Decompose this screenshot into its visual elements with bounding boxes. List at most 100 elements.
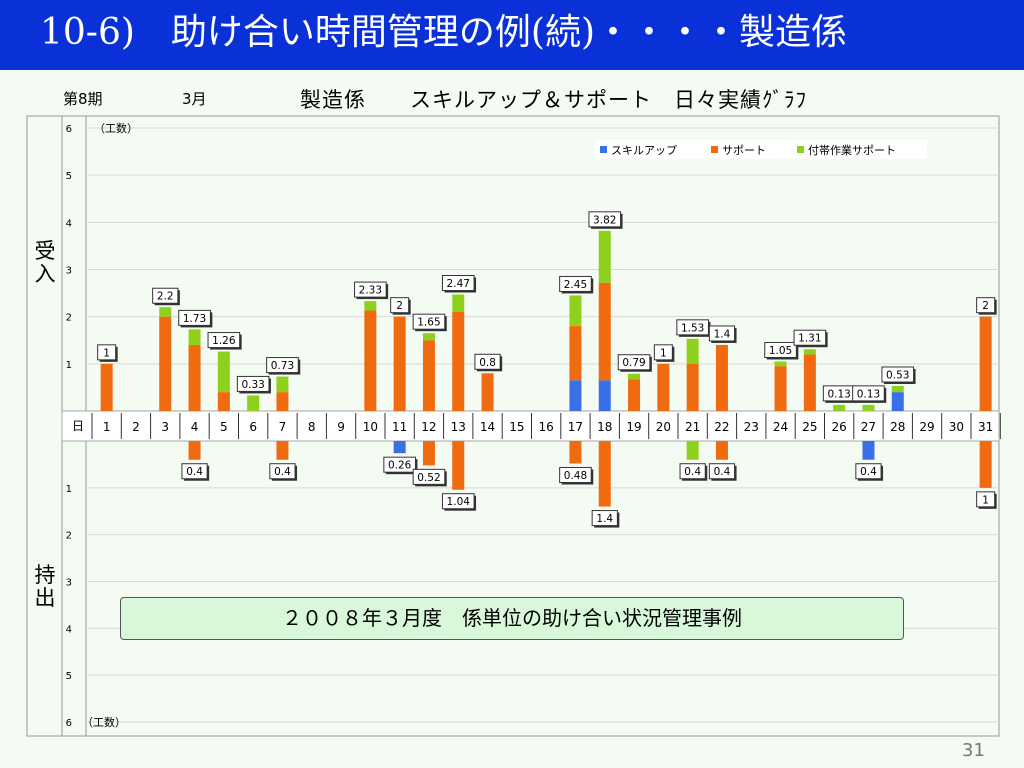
- data-label-given-box: [181, 463, 208, 480]
- data-label-received: 1.73: [183, 313, 206, 325]
- y-tick-upper: 3: [66, 266, 72, 277]
- bar-received-incidental: [803, 349, 816, 355]
- data-label-received-box: [708, 325, 736, 342]
- data-label-given: 0.48: [564, 470, 587, 482]
- bar-received-incidental: [833, 404, 846, 411]
- day-tick-label: 17: [568, 420, 583, 434]
- data-label-given: 0.4: [714, 466, 731, 478]
- data-label-given-box: [679, 463, 706, 480]
- y-tick-lower: 4: [66, 624, 72, 635]
- y-tick-upper: 1: [66, 360, 72, 371]
- bar-received-incidental: [774, 361, 787, 367]
- bar-received-support: [569, 326, 582, 381]
- day-tick-label: 11: [392, 420, 407, 434]
- bar-received-incidental: [569, 295, 582, 327]
- y-tick-lower: 5: [66, 671, 72, 682]
- data-label-received-box: [178, 309, 211, 326]
- bar-received-support: [452, 311, 465, 411]
- data-label-received: 0.79: [622, 357, 645, 369]
- bar-received-support: [803, 354, 816, 411]
- data-label-given: 0.4: [186, 466, 203, 478]
- bar-received-skill_up: [598, 380, 611, 411]
- data-label-received-box: [764, 341, 797, 358]
- data-label-received: 0.53: [886, 370, 909, 382]
- bar-received-support: [715, 344, 728, 411]
- day-tick-label: 22: [714, 420, 729, 434]
- unit-label-upper: （工数）: [94, 122, 138, 135]
- data-label-received-box: [441, 274, 475, 291]
- data-label-received-box: [266, 357, 299, 374]
- day-tick-label: 18: [597, 420, 612, 434]
- day-tick-label: 16: [539, 420, 554, 434]
- day-tick-label: 26: [832, 420, 847, 434]
- y-tick-lower: 6: [66, 718, 72, 729]
- bar-given-skill_up: [862, 441, 875, 460]
- month-label: 3月: [182, 90, 207, 108]
- day-tick-label: 30: [949, 420, 964, 434]
- day-axis-label: 日: [72, 419, 84, 433]
- section-label-received: 入: [35, 262, 56, 286]
- data-label-received: 2.45: [564, 279, 587, 291]
- data-label-received-box: [559, 275, 592, 292]
- legend-box: [595, 140, 927, 159]
- day-tick-label: 31: [978, 420, 993, 434]
- day-tick-label: 20: [656, 420, 671, 434]
- bar-given-support: [276, 441, 289, 460]
- y-tick-upper: 2: [66, 313, 72, 324]
- data-label-received: 2.33: [359, 285, 382, 297]
- data-label-received: 3.82: [593, 214, 616, 226]
- data-label-received-box: [474, 353, 501, 370]
- data-label-received-box: [354, 281, 387, 298]
- data-label-received: 1.31: [798, 333, 821, 345]
- y-tick-upper: 5: [66, 171, 72, 182]
- day-axis-band: [61, 410, 1000, 442]
- data-label-given-box: [976, 491, 996, 508]
- bar-given-incidental: [686, 441, 699, 460]
- bar-received-support: [188, 344, 201, 411]
- chart-title: 製造係 スキルアップ＆サポート 日々実績ｸﾞﾗﾌ: [300, 88, 807, 112]
- day-tick-label: 6: [249, 420, 257, 434]
- section-label-given: 持: [35, 563, 56, 587]
- data-label-given-box: [855, 463, 882, 480]
- data-label-given: 0.26: [388, 460, 412, 472]
- bar-received-support: [393, 316, 406, 411]
- data-label-given-box: [708, 463, 736, 480]
- bar-received-support: [979, 316, 992, 411]
- day-tick-label: 13: [451, 420, 466, 434]
- day-tick-label: 2: [132, 420, 140, 434]
- bar-received-incidental: [188, 329, 201, 345]
- data-label-received-box: [976, 297, 996, 314]
- data-label-received: 0.13: [857, 388, 880, 400]
- bar-received-support: [364, 310, 377, 411]
- day-tick-label: 21: [685, 420, 700, 434]
- title-bar: 10-6) 助け合い時間管理の例(続)・・・・製造係: [0, 0, 1024, 70]
- day-tick-label: 1: [103, 420, 111, 434]
- data-label-given: 0.4: [274, 466, 291, 478]
- data-label-received-box: [152, 287, 179, 304]
- bar-given-support: [188, 441, 201, 460]
- bar-given-support: [452, 441, 465, 490]
- data-label-received-box: [207, 332, 241, 349]
- data-label-received: 1.05: [769, 345, 792, 357]
- legend-swatch-support: [711, 146, 718, 153]
- data-label-received-box: [653, 344, 673, 361]
- bar-given-support: [715, 441, 728, 460]
- data-label-received-box: [412, 313, 446, 330]
- data-label-received-box: [617, 354, 651, 371]
- data-label-received: 0.33: [241, 379, 264, 391]
- bar-received-skill_up: [891, 392, 904, 411]
- bar-received-incidental: [686, 338, 699, 364]
- page-number: 31: [962, 740, 985, 761]
- bar-received-support: [774, 366, 787, 411]
- y-tick-lower: 1: [66, 484, 72, 495]
- bar-received-support: [217, 392, 230, 411]
- bar-received-incidental: [276, 376, 289, 393]
- period-label: 第8期: [63, 90, 103, 108]
- day-tick-label: 14: [480, 420, 495, 434]
- y-tick-lower: 2: [66, 531, 72, 542]
- data-label-received-box: [676, 319, 709, 336]
- day-tick-label: 15: [509, 420, 524, 434]
- bar-received-incidental: [628, 373, 641, 380]
- data-label-given-box: [383, 456, 416, 473]
